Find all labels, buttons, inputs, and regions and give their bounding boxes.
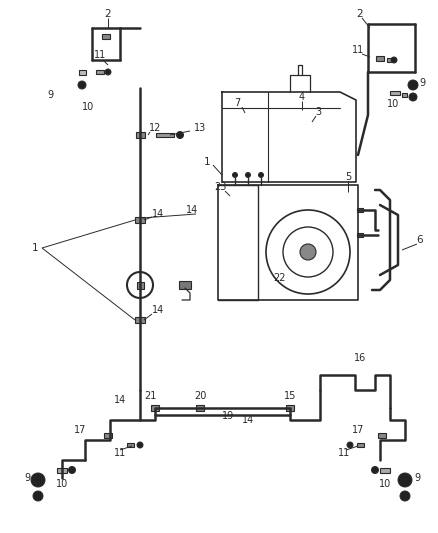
Bar <box>135 217 145 223</box>
Text: 9: 9 <box>47 90 53 100</box>
Circle shape <box>33 491 43 501</box>
Text: 11: 11 <box>338 448 350 458</box>
Bar <box>196 405 204 411</box>
Bar <box>378 432 386 438</box>
Circle shape <box>246 173 251 177</box>
Text: 14: 14 <box>186 205 198 215</box>
Text: 1: 1 <box>32 243 38 253</box>
Text: 9: 9 <box>24 473 30 483</box>
Text: 17: 17 <box>352 425 364 435</box>
Circle shape <box>177 132 184 139</box>
Text: 11: 11 <box>352 45 364 55</box>
Text: 4: 4 <box>299 92 305 102</box>
Text: 13: 13 <box>194 123 206 133</box>
Bar <box>286 405 294 411</box>
Bar <box>135 317 145 323</box>
Bar <box>137 281 144 288</box>
Bar <box>390 91 400 95</box>
Bar <box>380 467 390 472</box>
Text: 20: 20 <box>194 391 206 401</box>
Circle shape <box>409 93 417 101</box>
Bar <box>357 233 363 237</box>
Circle shape <box>31 473 45 487</box>
Bar <box>387 58 391 62</box>
Text: 9: 9 <box>419 78 425 88</box>
Bar <box>151 405 159 411</box>
Bar <box>96 70 104 74</box>
Circle shape <box>137 442 143 448</box>
Bar <box>57 467 67 472</box>
Circle shape <box>398 473 412 487</box>
Text: 16: 16 <box>354 353 366 363</box>
Text: 5: 5 <box>345 172 351 182</box>
Bar <box>102 34 110 38</box>
Bar <box>376 55 384 61</box>
Text: 14: 14 <box>152 305 164 315</box>
Bar <box>135 132 145 138</box>
Circle shape <box>266 210 350 294</box>
Text: 15: 15 <box>284 391 296 401</box>
Bar <box>78 69 85 75</box>
Text: 6: 6 <box>417 235 423 245</box>
Bar <box>402 93 406 97</box>
Circle shape <box>300 244 316 260</box>
Circle shape <box>371 466 378 473</box>
Bar <box>357 443 364 447</box>
Text: 10: 10 <box>82 102 94 112</box>
Text: 2: 2 <box>357 9 363 19</box>
Text: 2: 2 <box>105 9 111 19</box>
Text: 10: 10 <box>56 479 68 489</box>
Text: 7: 7 <box>234 98 240 108</box>
Text: 9: 9 <box>414 473 420 483</box>
Circle shape <box>68 466 75 473</box>
Circle shape <box>78 81 86 89</box>
Text: 1: 1 <box>204 157 210 167</box>
Text: 14: 14 <box>152 209 164 219</box>
Text: 10: 10 <box>387 99 399 109</box>
Circle shape <box>391 57 397 63</box>
Text: 23: 23 <box>214 182 226 192</box>
Text: 22: 22 <box>274 273 286 283</box>
Circle shape <box>127 272 153 298</box>
Text: 21: 21 <box>144 391 156 401</box>
Bar <box>104 432 112 438</box>
Bar <box>357 208 363 212</box>
Text: 14: 14 <box>114 395 126 405</box>
Text: 17: 17 <box>74 425 86 435</box>
Bar <box>156 133 174 137</box>
Text: 12: 12 <box>149 123 161 133</box>
Text: 11: 11 <box>114 448 126 458</box>
Bar <box>179 281 191 289</box>
Circle shape <box>105 69 111 75</box>
Text: 11: 11 <box>94 50 106 60</box>
Circle shape <box>283 227 333 277</box>
Text: 10: 10 <box>379 479 391 489</box>
Text: 19: 19 <box>222 411 234 421</box>
Circle shape <box>347 442 353 448</box>
Text: 3: 3 <box>315 107 321 117</box>
Bar <box>127 443 134 447</box>
Circle shape <box>400 491 410 501</box>
Circle shape <box>258 173 264 177</box>
Circle shape <box>233 173 237 177</box>
Text: 14: 14 <box>242 415 254 425</box>
Circle shape <box>408 80 418 90</box>
